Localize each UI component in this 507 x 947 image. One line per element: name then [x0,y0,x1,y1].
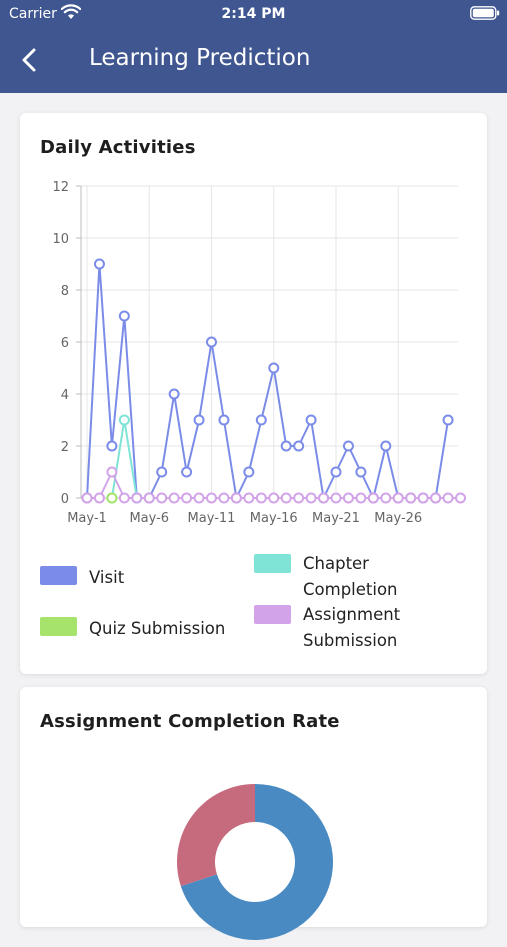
data-point-assignment-submission [81,492,93,504]
data-point-visit [330,466,342,478]
data-point-quiz-submission [106,492,118,504]
data-point-assignment-submission [380,492,392,504]
wifi-icon [61,4,81,19]
legend-swatch-assignment-submission [254,605,291,624]
data-point-assignment-submission [392,492,404,504]
x-tick-label: May-1 [67,511,107,526]
data-point-assignment-submission [93,492,105,504]
carrier-label: Carrier [9,6,57,22]
chevron-left-icon [22,48,36,72]
y-tick-label: 12 [52,180,69,195]
data-point-assignment-submission [168,492,180,504]
data-point-visit [380,440,392,452]
battery-icon [470,6,500,20]
donut-slice-not-completed [177,784,255,887]
data-point-assignment-submission [193,492,205,504]
data-point-assignment-submission [417,492,429,504]
data-point-visit [106,440,118,452]
data-point-visit [218,414,230,426]
assignment-completion-title: Assignment Completion Rate [40,711,340,732]
legend-label-assignment-submission-line2: Submission [303,631,398,650]
data-point-assignment-submission [330,492,342,504]
legend-swatch-visit [40,566,77,585]
data-point-assignment-submission [268,492,280,504]
data-point-assignment-submission [367,492,379,504]
data-point-visit [293,440,305,452]
y-tick-label: 10 [52,232,69,247]
data-point-assignment-submission [218,492,230,504]
legend-label-chapter-completion-line1: Chapter [303,554,369,573]
data-point-assignment-submission [243,492,255,504]
assignment-completion-donut[interactable] [170,777,340,947]
data-point-assignment-submission [181,492,193,504]
data-point-assignment-submission [230,492,242,504]
data-point-assignment-submission [156,492,168,504]
series-line-visit [86,263,450,499]
y-tick-label: 6 [61,336,69,351]
data-point-assignment-submission [118,492,130,504]
data-point-assignment-submission [430,492,442,504]
x-tick-label: May-11 [188,511,236,526]
y-tick-label: 0 [61,492,69,507]
legend-label-assignment-submission-line1: Assignment [303,605,401,624]
daily-activities-title: Daily Activities [40,137,196,158]
legend-label-visit: Visit [89,568,125,587]
legend-swatch-quiz-submission [40,617,77,636]
y-tick-label: 8 [61,284,69,299]
data-point-assignment-submission [455,492,466,504]
data-point-assignment-submission [405,492,417,504]
status-time: 2:14 PM [221,6,286,22]
data-point-assignment-submission [293,492,305,504]
data-point-assignment-submission [106,466,118,478]
assignment-completion-card: Assignment Completion Rate [20,687,487,940]
data-point-visit [156,466,168,478]
data-point-visit [206,336,217,348]
data-point-visit [280,440,292,452]
back-button[interactable] [14,44,46,76]
legend-label-quiz-submission: Quiz Submission [89,619,226,638]
data-point-assignment-submission [280,492,292,504]
data-point-visit [118,310,130,322]
data-point-assignment-submission [143,492,155,504]
x-tick-label: May-21 [312,511,360,526]
data-point-assignment-submission [255,492,267,504]
x-tick-label: May-16 [250,511,298,526]
data-point-visit [342,440,354,452]
daily-activities-card: Daily Activities 0 2 4 6 8 10 12 May-1 May-6 May-… [20,113,487,674]
data-point-visit [243,466,255,478]
data-point-visit [181,466,193,478]
y-tick-label: 2 [61,440,69,455]
data-point-visit [93,258,105,270]
data-point-assignment-submission [318,492,330,504]
legend-label-chapter-completion-line2: Completion [303,580,398,599]
data-point-visit [193,414,205,426]
data-point-assignment-submission [131,492,143,504]
data-point-assignment-submission [355,492,367,504]
data-point-visit [168,388,180,400]
data-point-visit [268,362,280,374]
app-header: Carrier 2:14 PM Learning Prediction [0,0,507,93]
data-point-visit [355,466,367,478]
data-point-visit [442,414,454,426]
x-tick-label: May-26 [374,511,422,526]
data-point-visit [255,414,267,426]
legend-swatch-chapter-completion [254,554,291,573]
page-title: Learning Prediction [89,45,311,71]
daily-activities-chart[interactable]: 0 2 4 6 8 10 12 May-1 May-6 May-11 May-16 May-21 May… [20,168,487,538]
data-point-visit [305,414,317,426]
data-point-assignment-submission [305,492,317,504]
data-point-assignment-submission [442,492,454,504]
data-point-assignment-submission [206,492,217,504]
data-point-assignment-submission [342,492,354,504]
x-tick-label: May-6 [129,511,169,526]
y-tick-label: 4 [61,388,69,403]
data-point-chapter-completion [118,414,130,426]
